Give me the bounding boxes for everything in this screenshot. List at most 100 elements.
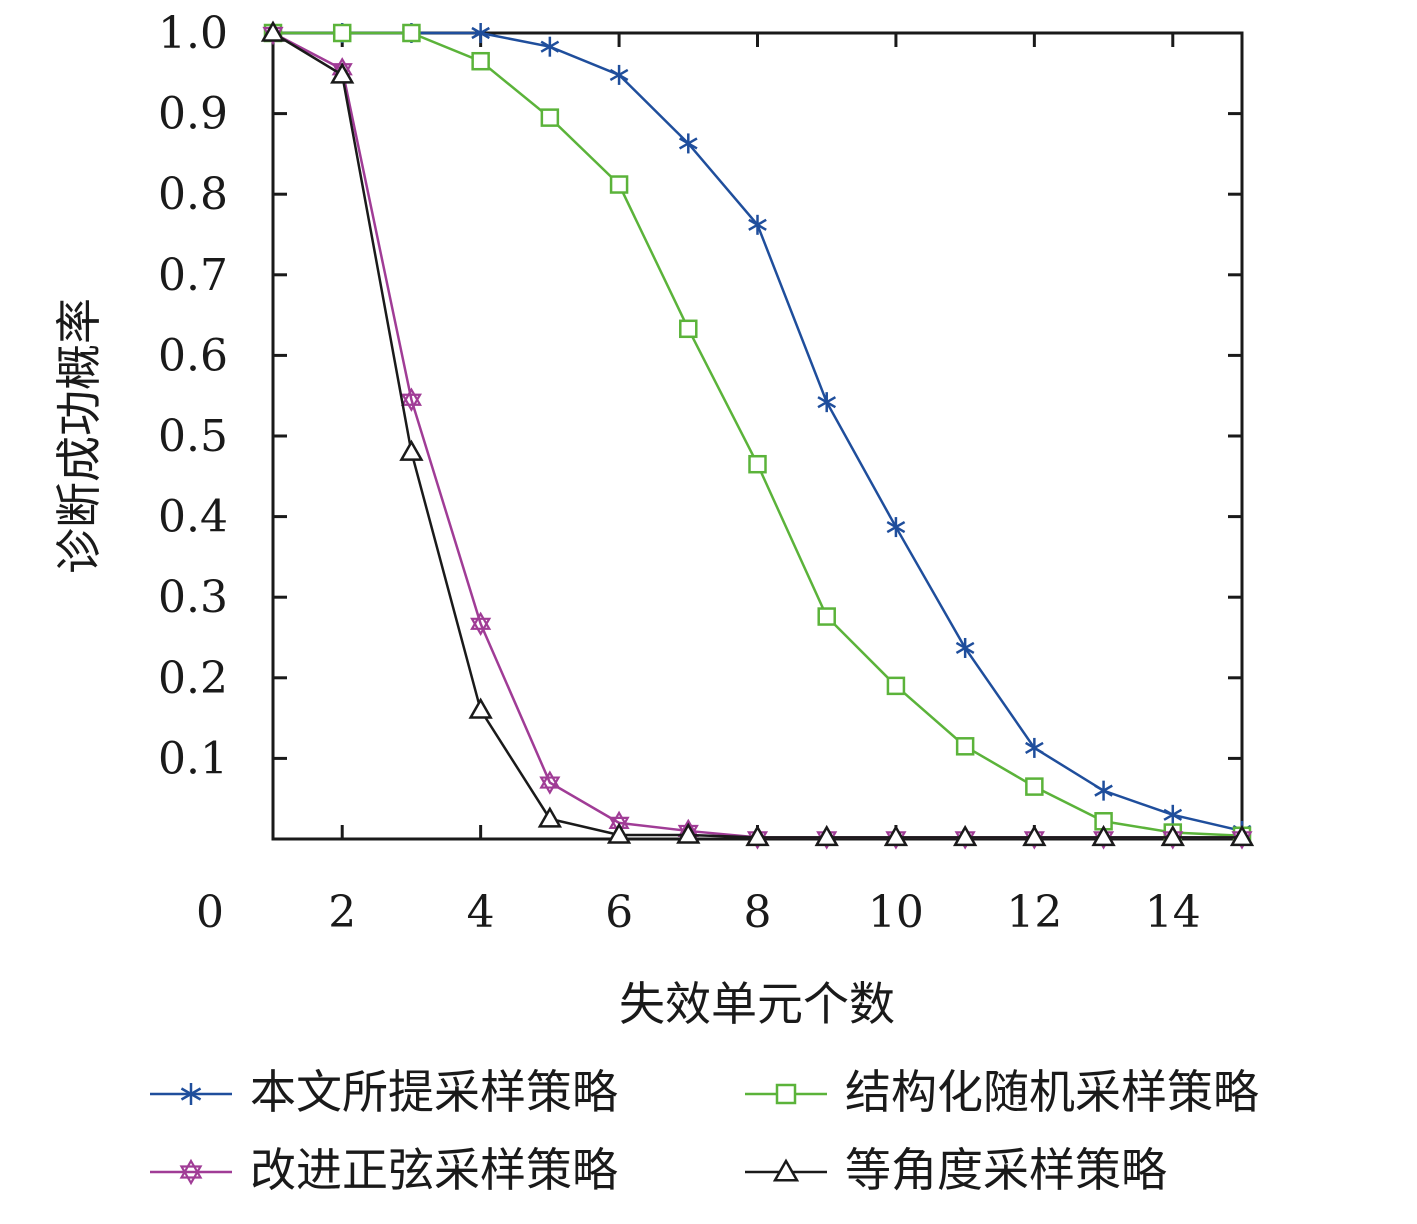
data-point	[332, 23, 352, 43]
marker-stroke	[886, 520, 906, 534]
marker-stroke	[1025, 741, 1044, 755]
marker-shape	[1022, 824, 1047, 847]
data-point	[886, 517, 906, 538]
plot-frame	[271, 31, 1244, 841]
legend-marker	[772, 1158, 800, 1182]
y-tick-label: 0.3	[158, 572, 228, 623]
marker-shape	[955, 737, 975, 756]
data-point	[676, 822, 701, 844]
marker-shape	[1091, 824, 1116, 847]
legend-item: 结构化随机采样策略	[745, 1065, 1259, 1119]
data-point	[539, 770, 561, 795]
series-1	[263, 23, 1252, 841]
data-point	[1022, 824, 1047, 847]
series-group	[260, 20, 1255, 850]
data-point	[955, 737, 975, 756]
legend-label: 结构化随机采样策略	[845, 1065, 1259, 1119]
data-point	[470, 611, 492, 637]
x-tick-label: 0	[196, 887, 224, 938]
legend-item: 等角度采样策略	[745, 1143, 1167, 1197]
x-tick-label: 12	[1006, 887, 1062, 938]
marker-shape	[179, 1158, 203, 1179]
data-point	[471, 23, 490, 43]
marker-shape	[886, 676, 906, 696]
legend-label: 本文所提采样策略	[250, 1065, 618, 1119]
data-point	[817, 392, 837, 413]
legend-label: 等角度采样策略	[845, 1143, 1167, 1197]
data-point	[1163, 804, 1183, 825]
x-tick-label: 14	[1145, 887, 1201, 938]
data-point	[886, 676, 906, 696]
legend-marker	[179, 1158, 203, 1186]
marker-shape	[540, 108, 560, 127]
series-line	[272, 31, 1242, 839]
data-point	[748, 454, 767, 474]
marker-shape	[402, 23, 421, 43]
marker-shape	[471, 51, 490, 71]
y-tick-label: 0.2	[158, 653, 228, 704]
marker-shape	[537, 806, 563, 828]
series-line	[273, 31, 1243, 838]
y-tick-label: 0.8	[158, 169, 228, 220]
y-axis-title: 诊断成功概率	[52, 298, 106, 574]
marker-stroke	[748, 218, 767, 231]
x-tick-label: 6	[605, 887, 633, 938]
data-point	[471, 51, 490, 71]
marker-stroke	[955, 641, 975, 655]
data-point	[955, 637, 975, 658]
x-tick-label: 10	[868, 887, 924, 938]
marker-shape	[775, 1083, 797, 1105]
marker-shape	[399, 439, 424, 461]
data-point	[399, 439, 424, 461]
marker-shape	[883, 824, 909, 847]
data-point	[260, 20, 286, 42]
marker-shape	[332, 23, 352, 43]
data-point	[609, 175, 629, 194]
x-tick-label: 8	[744, 887, 772, 938]
marker-shape	[179, 1165, 203, 1186]
legend-item: 本文所提采样策略	[150, 1065, 618, 1119]
marker-shape	[470, 617, 492, 637]
data-point	[678, 133, 698, 154]
axes: 0.1 0.2 0.3 0.4 0.5 0.6 0.7 0.8 0.9 1.0 0 2 4 6 8 10 12 1…	[158, 8, 1244, 938]
legend-label: 改进正弦采样策略	[250, 1143, 618, 1197]
data-point	[606, 822, 632, 844]
y-tick-label: 0.5	[158, 411, 228, 462]
marker-shape	[679, 319, 698, 339]
data-point	[1160, 824, 1185, 847]
data-point	[679, 319, 698, 339]
data-point	[400, 387, 422, 412]
marker-shape	[952, 824, 978, 847]
x-tick-label: 2	[328, 887, 356, 938]
marker-shape	[400, 387, 422, 406]
data-point	[1229, 824, 1255, 847]
data-point	[609, 64, 629, 85]
marker-stroke	[180, 1087, 202, 1101]
series-3	[262, 20, 1253, 850]
marker-shape	[814, 824, 839, 847]
marker-shape	[260, 20, 286, 42]
marker-shape	[606, 822, 632, 844]
marker-shape	[609, 175, 629, 194]
marker-shape	[470, 611, 492, 630]
series-4	[260, 20, 1255, 847]
marker-shape	[748, 454, 767, 474]
legend-marker	[180, 1083, 202, 1105]
marker-stroke	[1163, 808, 1183, 821]
data-point	[1094, 780, 1113, 801]
marker-shape	[468, 697, 493, 719]
data-point	[883, 824, 909, 847]
marker-shape	[1025, 777, 1044, 796]
data-point	[1025, 737, 1044, 758]
y-tick-label: 1.0	[158, 8, 228, 59]
marker-shape	[1160, 824, 1185, 847]
marker-shape	[817, 607, 836, 626]
data-point	[952, 824, 978, 847]
data-point	[817, 607, 836, 626]
marker-shape	[539, 770, 561, 789]
y-tick-label: 0.6	[158, 330, 228, 381]
data-point	[1091, 824, 1116, 847]
